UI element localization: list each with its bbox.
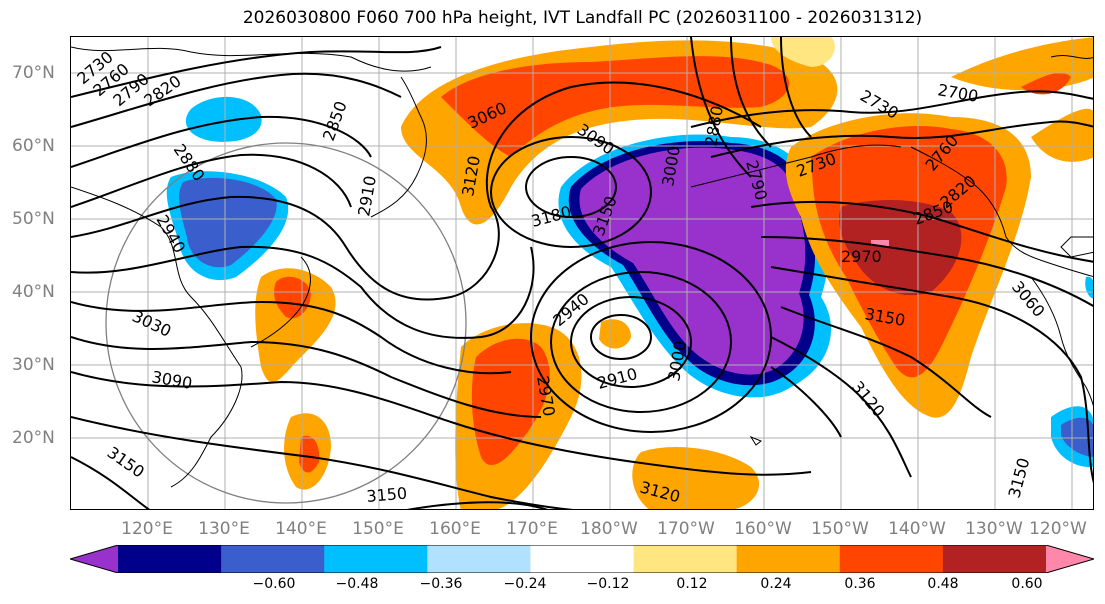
colorbar-tick: 0.12 — [676, 576, 708, 592]
map-title: 2026030800 F060 700 hPa height, IVT Land… — [242, 8, 923, 28]
contour-label: 3150 — [1005, 456, 1034, 500]
lat-label: 20°N — [12, 428, 55, 448]
colorbar-tick: −0.48 — [335, 576, 379, 592]
colorbar-tick: −0.60 — [252, 576, 296, 592]
height-contours — [71, 37, 1093, 509]
lat-label: 70°N — [12, 63, 55, 83]
neg-anomaly-core — [579, 147, 806, 375]
colorbar-tick: 0.24 — [760, 576, 792, 592]
contour-label: 2940 — [549, 289, 592, 330]
lon-label: 150°E — [352, 519, 404, 539]
lat-label: 40°N — [12, 282, 55, 302]
lon-label: 120°E — [121, 519, 173, 539]
lat-label: 60°N — [12, 136, 55, 156]
contour-label: 3060 — [1008, 277, 1049, 320]
colorbar-bin — [736, 545, 841, 573]
colorbar-extend-max — [1046, 545, 1094, 573]
lon-label: 140°W — [888, 519, 946, 539]
colorbar-tick: −0.24 — [503, 576, 547, 592]
lon-label: 130°W — [965, 519, 1023, 539]
colorbar-bin — [324, 545, 428, 573]
contour-label: 2850 — [319, 99, 351, 144]
colorbar-bin — [530, 545, 635, 573]
lon-label: 170°E — [506, 519, 558, 539]
contour-label: 3150 — [104, 443, 148, 482]
colorbar-tick: 0.36 — [844, 576, 876, 592]
colorbar-tick: 0.60 — [1011, 576, 1043, 592]
map-panel: 2730 2760 2790 2820 2850 2880 2910 2940 … — [70, 36, 1094, 510]
contour-label: 3090 — [150, 367, 193, 393]
colorbar-tick: 0.48 — [927, 576, 959, 592]
lon-label: 140°E — [275, 519, 327, 539]
lat-label: 50°N — [12, 209, 55, 229]
colorbar-bin — [839, 545, 944, 573]
lon-label: 120°W — [1029, 519, 1087, 539]
lon-label: 180°W — [580, 519, 638, 539]
lon-label: 130°E — [198, 519, 250, 539]
colorbar-bin — [118, 545, 222, 573]
coastlines — [71, 46, 1093, 488]
colorbar-bin — [221, 545, 325, 573]
contour-label: 2970 — [841, 247, 882, 266]
lon-label: 150°W — [811, 519, 869, 539]
contour-label: 3150 — [366, 484, 408, 506]
lon-label: 160°W — [734, 519, 792, 539]
colorbar-bin — [427, 545, 531, 573]
lat-label: 30°N — [12, 355, 55, 375]
colorbar — [70, 545, 1094, 573]
radius-circle — [105, 142, 467, 504]
contour-label: 3120 — [848, 377, 889, 420]
contour-label: 2910 — [354, 174, 380, 217]
colorbar-tick: −0.12 — [586, 576, 630, 592]
colorbar-bin — [633, 545, 738, 573]
colorbar-bin — [942, 545, 1047, 573]
lon-label: 170°W — [657, 519, 715, 539]
colorbar-extend-min — [70, 545, 118, 573]
colorbar-tick: −0.36 — [419, 576, 463, 592]
lon-label: 160°E — [429, 519, 481, 539]
ivt-shading — [166, 37, 1093, 509]
contour-label: 2910 — [595, 364, 639, 393]
